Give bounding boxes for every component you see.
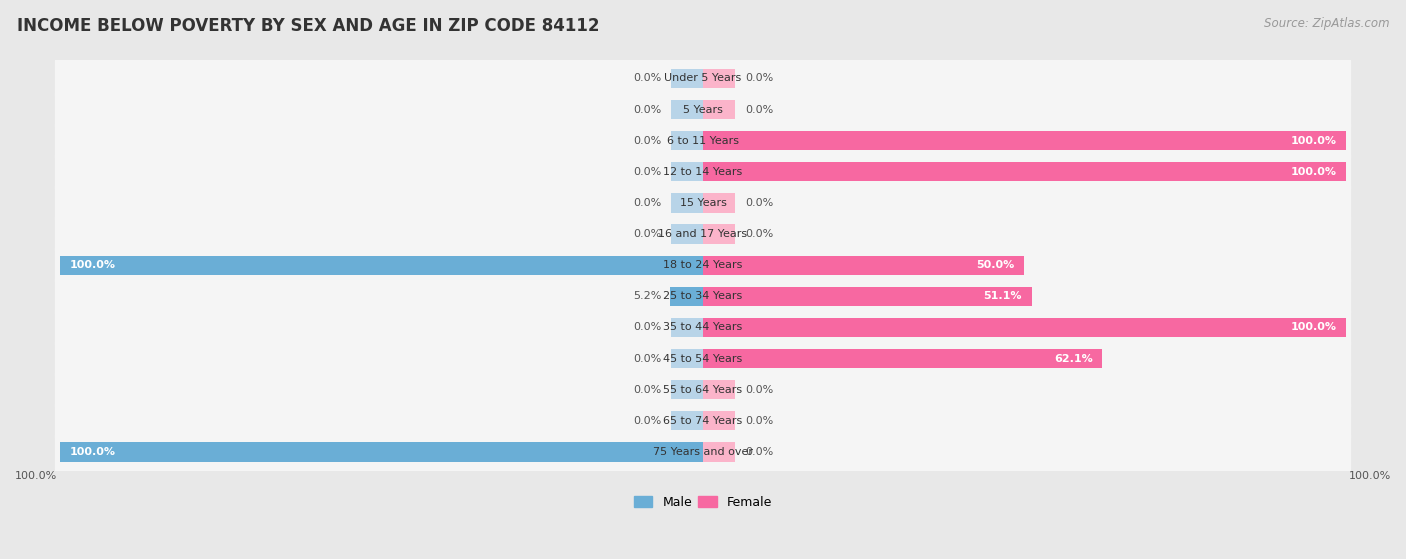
Text: 65 to 74 Years: 65 to 74 Years [664, 416, 742, 426]
Text: 55 to 64 Years: 55 to 64 Years [664, 385, 742, 395]
Text: 16 and 17 Years: 16 and 17 Years [658, 229, 748, 239]
Text: 0.0%: 0.0% [633, 105, 661, 115]
Bar [703, 287, 1032, 306]
Text: Under 5 Years: Under 5 Years [665, 73, 741, 83]
Bar [703, 100, 735, 119]
FancyBboxPatch shape [55, 178, 1351, 228]
Bar [703, 318, 1346, 337]
FancyBboxPatch shape [55, 272, 1351, 321]
Bar [703, 69, 735, 88]
Text: 0.0%: 0.0% [745, 73, 773, 83]
Text: 0.0%: 0.0% [745, 416, 773, 426]
Text: 100.0%: 100.0% [1348, 471, 1391, 481]
FancyBboxPatch shape [55, 85, 1351, 134]
Bar [703, 224, 735, 244]
Text: 0.0%: 0.0% [633, 229, 661, 239]
Text: 18 to 24 Years: 18 to 24 Years [664, 260, 742, 270]
FancyBboxPatch shape [55, 54, 1351, 103]
Text: 0.0%: 0.0% [633, 354, 661, 363]
Text: 45 to 54 Years: 45 to 54 Years [664, 354, 742, 363]
FancyBboxPatch shape [55, 396, 1351, 446]
Bar [671, 349, 703, 368]
Legend: Male, Female: Male, Female [628, 491, 778, 514]
Text: 0.0%: 0.0% [745, 229, 773, 239]
Bar [671, 131, 703, 150]
Bar [669, 287, 703, 306]
Bar [671, 380, 703, 399]
Bar [671, 411, 703, 430]
Text: 51.1%: 51.1% [983, 291, 1022, 301]
Bar [703, 380, 735, 399]
Text: 35 to 44 Years: 35 to 44 Years [664, 323, 742, 333]
Text: 100.0%: 100.0% [1291, 136, 1336, 146]
Text: 0.0%: 0.0% [633, 167, 661, 177]
Bar [671, 255, 703, 275]
Bar [671, 100, 703, 119]
Text: 0.0%: 0.0% [633, 323, 661, 333]
Text: 25 to 34 Years: 25 to 34 Years [664, 291, 742, 301]
Bar [671, 193, 703, 212]
Text: 75 Years and over: 75 Years and over [652, 447, 754, 457]
Text: 100.0%: 100.0% [15, 471, 58, 481]
Bar [703, 287, 735, 306]
Bar [703, 193, 735, 212]
Text: 6 to 11 Years: 6 to 11 Years [666, 136, 740, 146]
Bar [671, 224, 703, 244]
Bar [671, 287, 703, 306]
Bar [703, 255, 1025, 275]
FancyBboxPatch shape [55, 116, 1351, 165]
Text: 100.0%: 100.0% [70, 447, 115, 457]
Bar [703, 442, 735, 462]
Text: 0.0%: 0.0% [633, 136, 661, 146]
Text: 0.0%: 0.0% [633, 385, 661, 395]
Text: 100.0%: 100.0% [1291, 323, 1336, 333]
Text: 12 to 14 Years: 12 to 14 Years [664, 167, 742, 177]
FancyBboxPatch shape [55, 334, 1351, 383]
Bar [703, 349, 735, 368]
Text: 62.1%: 62.1% [1054, 354, 1092, 363]
Bar [703, 255, 735, 275]
Text: 0.0%: 0.0% [633, 416, 661, 426]
Text: 0.0%: 0.0% [745, 105, 773, 115]
Bar [60, 255, 703, 275]
Text: 0.0%: 0.0% [745, 447, 773, 457]
Text: 5.2%: 5.2% [633, 291, 661, 301]
Bar [703, 131, 1346, 150]
FancyBboxPatch shape [55, 428, 1351, 477]
Bar [703, 411, 735, 430]
Bar [671, 442, 703, 462]
Bar [671, 318, 703, 337]
FancyBboxPatch shape [55, 240, 1351, 290]
Bar [703, 162, 735, 182]
Bar [703, 131, 735, 150]
Bar [671, 162, 703, 182]
Text: 50.0%: 50.0% [977, 260, 1015, 270]
Text: 0.0%: 0.0% [633, 73, 661, 83]
Text: Source: ZipAtlas.com: Source: ZipAtlas.com [1264, 17, 1389, 30]
FancyBboxPatch shape [55, 303, 1351, 352]
Text: 100.0%: 100.0% [70, 260, 115, 270]
Bar [703, 162, 1346, 182]
Text: 0.0%: 0.0% [633, 198, 661, 208]
Bar [703, 349, 1102, 368]
FancyBboxPatch shape [55, 210, 1351, 259]
Text: 5 Years: 5 Years [683, 105, 723, 115]
Text: 0.0%: 0.0% [745, 385, 773, 395]
Bar [671, 69, 703, 88]
Text: INCOME BELOW POVERTY BY SEX AND AGE IN ZIP CODE 84112: INCOME BELOW POVERTY BY SEX AND AGE IN Z… [17, 17, 599, 35]
FancyBboxPatch shape [55, 365, 1351, 414]
Bar [60, 442, 703, 462]
Bar [703, 318, 735, 337]
Text: 100.0%: 100.0% [1291, 167, 1336, 177]
FancyBboxPatch shape [55, 147, 1351, 196]
Text: 15 Years: 15 Years [679, 198, 727, 208]
Text: 0.0%: 0.0% [745, 198, 773, 208]
